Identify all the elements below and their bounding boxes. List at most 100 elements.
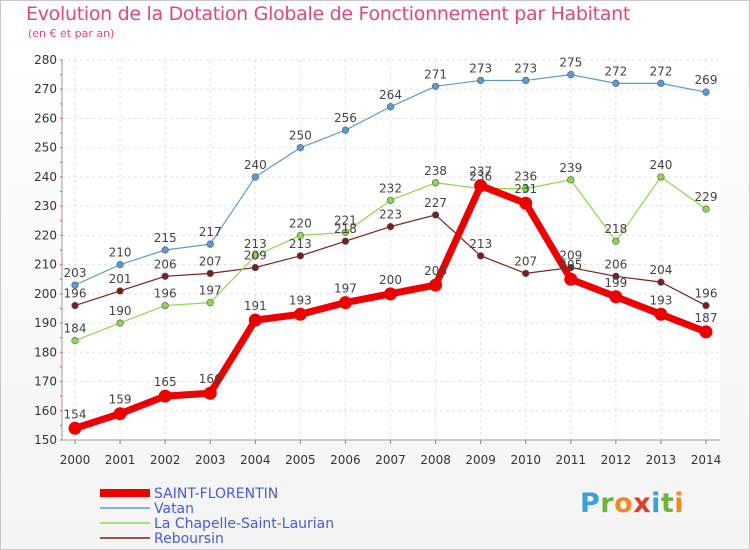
data-label: 218 [334,222,357,236]
data-label: 191 [244,299,267,313]
data-point [338,296,352,310]
data-point [431,179,440,187]
data-point [702,205,710,213]
data-point [71,301,79,310]
data-label: 193 [649,293,672,307]
data-label: 275 [559,56,582,70]
data-point [431,82,440,90]
x-tick-label: 2007 [375,453,406,467]
y-tick-label: 210 [34,258,57,272]
data-point [429,278,443,292]
y-tick-label: 150 [34,433,57,447]
data-point [251,252,259,260]
data-point [612,79,620,87]
data-label: 217 [199,225,222,239]
data-label: 240 [244,158,267,172]
data-label: 250 [289,129,312,143]
data-label: 213 [244,237,267,251]
data-label: 273 [514,61,537,75]
proxiti-logo: Proxiti [580,488,685,519]
data-label: 273 [469,61,492,75]
data-point [161,301,169,310]
data-point [702,301,710,310]
data-label: 197 [199,284,222,298]
data-label: 256 [334,111,357,125]
legend-label: Reboursin [154,531,224,547]
data-point [206,269,214,277]
data-point [386,103,395,111]
x-tick-label: 2005 [285,453,316,467]
data-label: 159 [109,393,132,407]
data-label: 220 [289,216,312,230]
data-point [564,272,578,286]
x-tick-label: 2012 [601,453,632,467]
y-tick-label: 170 [34,375,57,389]
data-point [567,176,575,184]
data-label: 215 [154,231,177,245]
data-point [431,211,440,219]
y-tick-label: 200 [34,287,57,301]
data-point [161,272,169,280]
data-point [116,287,124,295]
data-point [116,319,124,327]
data-point [341,228,350,237]
y-tick-label: 280 [34,53,57,67]
data-point [519,196,533,210]
data-label: 240 [649,158,672,172]
data-label: 264 [379,88,402,102]
y-tick-label: 230 [34,199,57,213]
data-point [206,240,214,248]
data-point [341,126,350,134]
data-label: 272 [649,64,672,78]
data-label: 203 [424,264,447,278]
data-label: 232 [379,181,402,195]
plot-area [62,60,720,440]
data-point [609,290,623,304]
data-point [699,325,713,339]
data-point [522,76,530,85]
y-tick-label: 190 [34,316,57,330]
data-label: 269 [695,73,718,87]
x-tick-label: 2014 [691,453,722,467]
data-label: 206 [604,257,627,271]
data-point [251,173,259,181]
data-label: 187 [695,311,718,325]
data-point [296,252,304,260]
series-layer [68,71,713,435]
data-point [248,313,262,327]
x-tick-label: 2009 [465,453,496,467]
axis-layer: 150 160 170 180 190 200 210 220 230 240 250 260 270 2… [34,53,721,467]
y-tick-label: 160 [34,404,57,418]
data-label: 196 [695,287,718,301]
data-label: 201 [109,272,132,286]
data-label: 206 [154,257,177,271]
data-label: 221 [334,213,357,227]
chart-subtitle: (en € et par an) [28,27,115,40]
data-label: 223 [379,208,402,222]
data-point [612,272,620,280]
data-label: 196 [154,287,177,301]
legend-label: La Chapelle-Saint-Laurian [154,516,334,532]
data-label: 227 [424,196,447,210]
data-label: 236 [469,170,492,184]
y-tick-label: 270 [34,82,57,96]
data-label: 190 [109,304,132,318]
data-label: 231 [514,182,537,196]
data-point [386,196,395,204]
x-tick-label: 2004 [240,453,271,467]
x-tick-label: 2002 [150,453,181,467]
data-point [386,223,395,231]
data-point [567,71,575,79]
data-label: 193 [289,293,312,307]
data-point [296,231,304,239]
y-tick-label: 220 [34,228,57,242]
x-tick-label: 2006 [330,453,361,467]
y-tick-label: 250 [34,141,57,155]
x-tick-label: 2011 [556,453,587,467]
data-point [657,278,665,286]
data-point [702,88,710,96]
data-point [477,76,485,85]
